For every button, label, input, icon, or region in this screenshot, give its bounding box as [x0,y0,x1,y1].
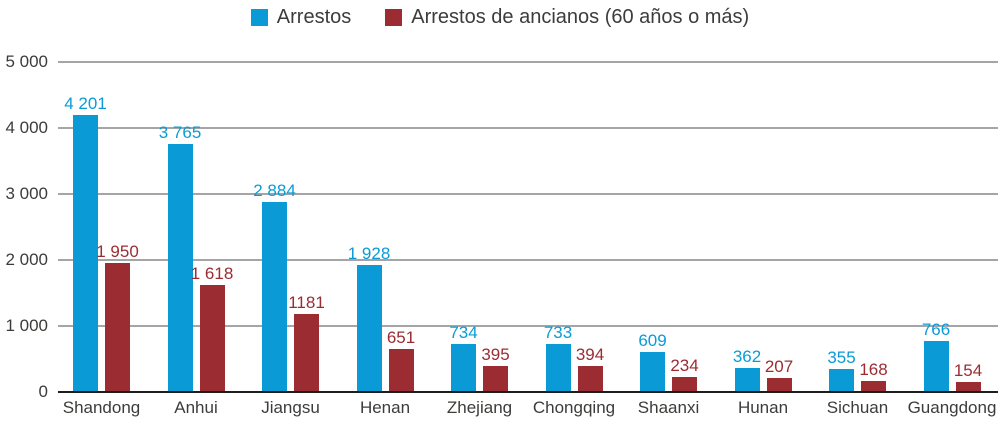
legend-item-0: Arrestos [250,5,352,29]
value-label-arrests: 362 [732,347,762,366]
category-label: Hunan [737,398,789,417]
value-label-elderly-arrests: 1 950 [96,242,139,261]
category-label: Guangdong [907,398,997,417]
value-label-elderly-arrests: 1181 [288,293,325,312]
bar-arrests [73,115,98,391]
bar-arrests [356,265,382,391]
gridline [58,193,998,195]
value-label-arrests: 733 [543,323,573,342]
y-tick-label: 2 000 [5,250,48,269]
bar-arrests [545,344,571,391]
bar-elderly-arrests [388,349,414,391]
value-label-elderly-arrests: 651 [386,328,416,347]
category-label: Henan [359,398,411,417]
bar-arrests [734,368,760,391]
value-label-arrests: 1 928 [347,244,391,263]
value-label-arrests: 766 [921,320,951,339]
bar-arrests [451,344,476,391]
y-tick-label: 5 000 [5,52,48,71]
gridline [58,61,998,63]
value-label-arrests: 609 [638,331,667,350]
y-tick-label: 4 000 [5,118,48,137]
category-label: Chongqing [532,398,616,417]
bar-arrests [640,352,665,391]
legend-swatch-icon [250,8,268,26]
x-axis-line [58,391,998,393]
chart-legend: Arrestos Arrestos de ancianos (60 años o … [0,2,1000,32]
y-tick-label: 0 [38,382,48,401]
bar-elderly-arrests [483,366,508,391]
bar-arrests [167,144,193,391]
bar-elderly-arrests [294,314,319,391]
value-label-elderly-arrests: 234 [670,356,699,375]
bar-arrests [829,369,854,391]
value-label-arrests: 4 201 [64,94,107,113]
bar-elderly-arrests [672,377,697,391]
bar-elderly-arrests [105,263,130,391]
bar-elderly-arrests [766,378,792,391]
value-label-arrests: 3 765 [158,123,202,142]
value-label-elderly-arrests: 168 [859,360,888,379]
legend-item-1: Arrestos de ancianos (60 años o más) [385,6,749,29]
gridline [58,259,998,261]
value-label-elderly-arrests: 154 [953,361,983,380]
bar-arrests [923,341,949,391]
value-label-arrests: 734 [449,323,478,342]
value-label-elderly-arrests: 395 [481,345,510,364]
bar-elderly-arrests [199,285,225,391]
category-label: Jiangsu [261,398,320,417]
legend-swatch-icon [385,8,403,26]
y-tick-label: 1 000 [5,316,48,335]
category-label: Anhui [174,398,218,417]
value-label-arrests: 355 [827,348,856,367]
bar-elderly-arrests [861,381,886,391]
category-label: Zhejiang [446,398,513,417]
value-label-elderly-arrests: 207 [764,357,794,376]
value-label-arrests: 2 884 [253,181,296,200]
gridline [58,325,998,327]
gridline [58,127,998,129]
bar-elderly-arrests [955,382,981,391]
category-label: Shandong [62,398,141,417]
y-tick-label: 3 000 [5,184,48,203]
bar-arrests [262,202,287,391]
bar-elderly-arrests [577,366,603,391]
legend-label: Arrestos de ancianos (60 años o más) [411,5,750,28]
category-label: Shaanxi [637,398,700,417]
value-label-elderly-arrests: 394 [575,345,605,364]
category-label: Sichuan [826,398,889,417]
legend-label: Arrestos [276,5,352,28]
value-label-elderly-arrests: 1 618 [190,264,234,283]
